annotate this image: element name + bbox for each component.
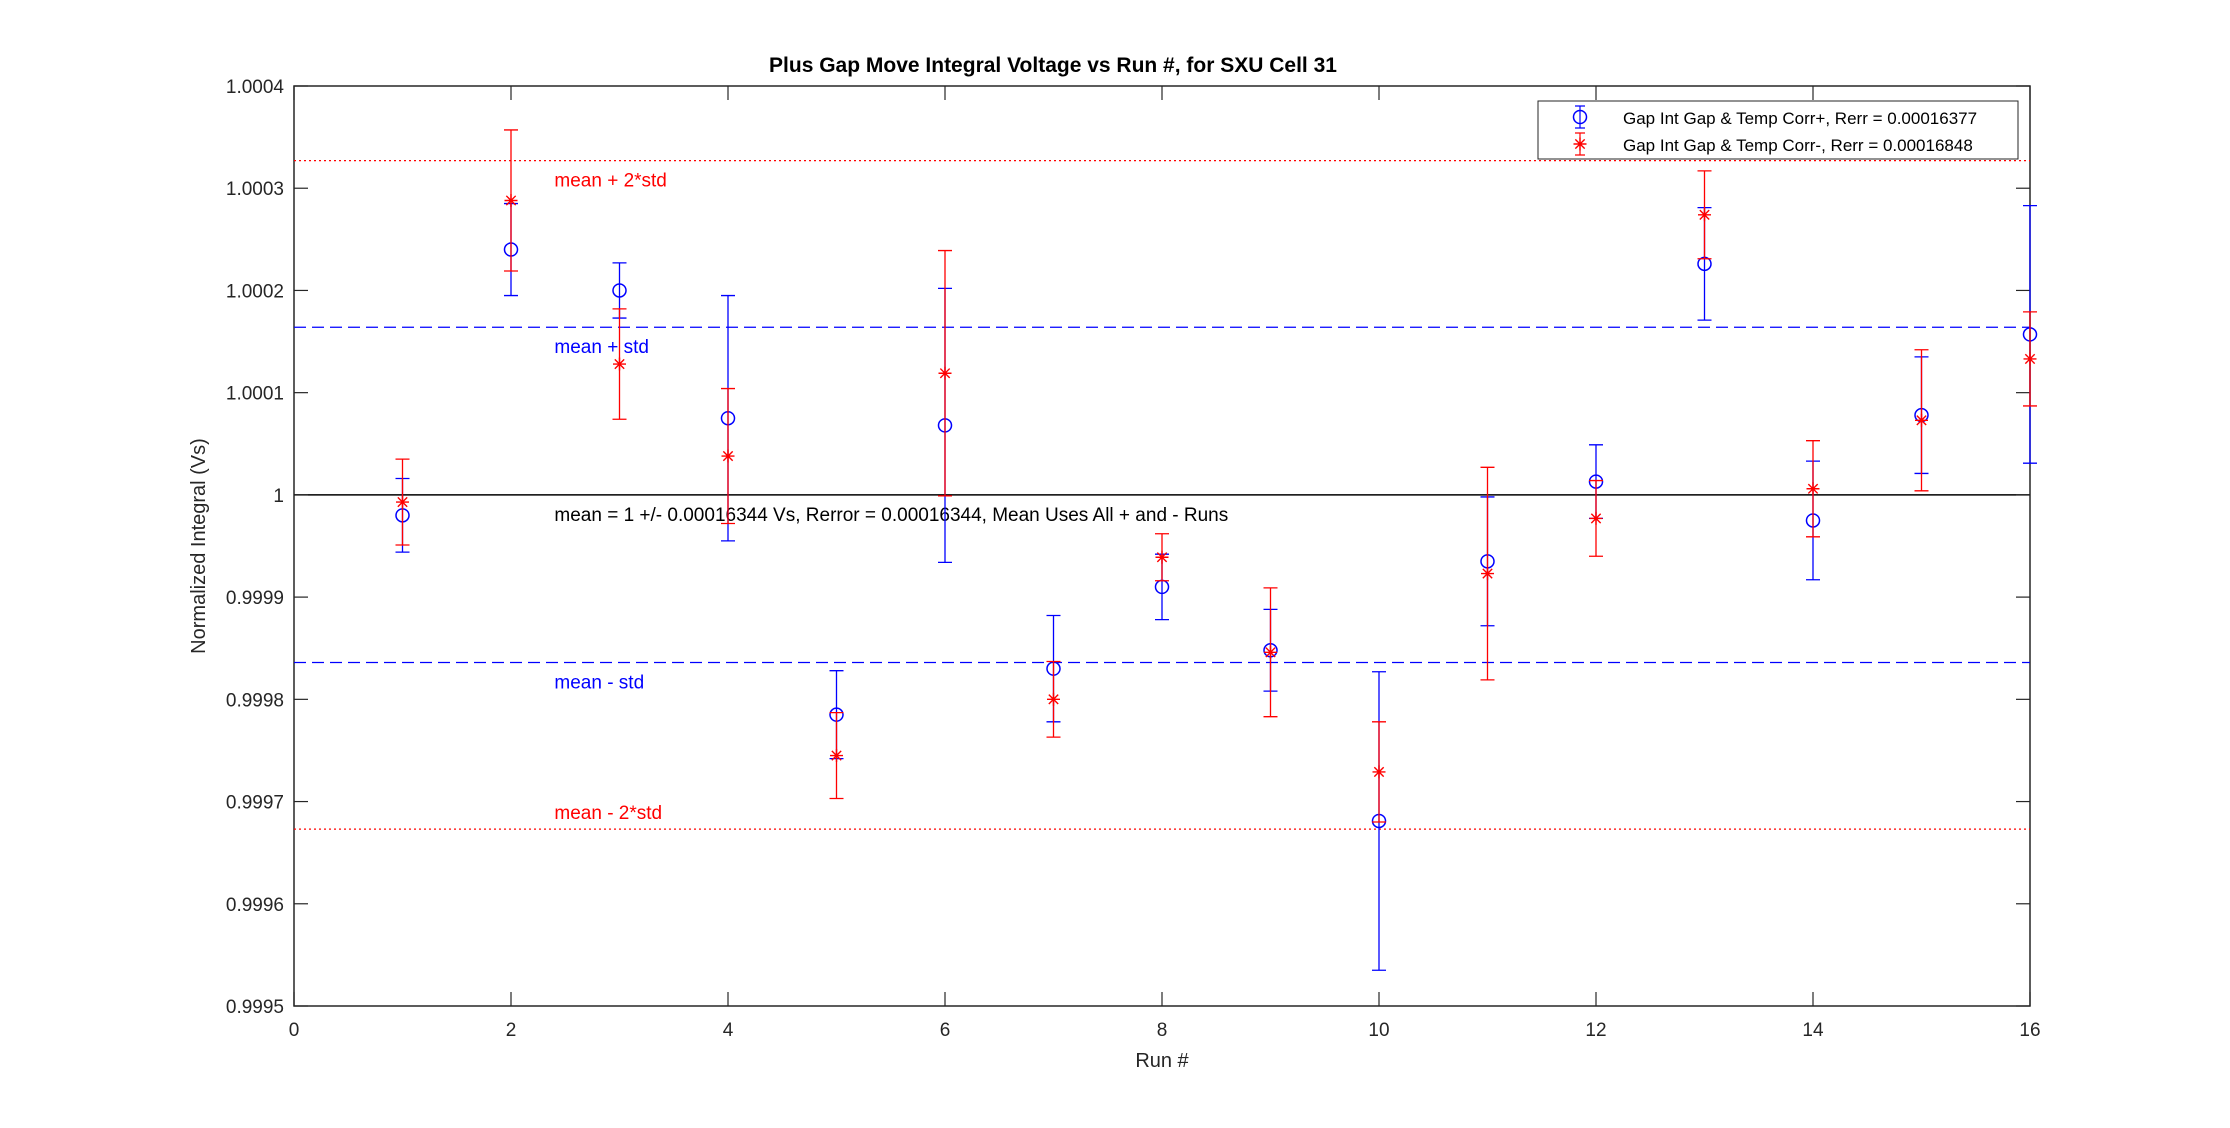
data-point (1264, 645, 1277, 659)
legend-marker (1572, 109, 1588, 125)
x-axis: 0 2 4 6 8 10 12 14 16 (289, 86, 2041, 1041)
y-tick-label: 0.9998 (226, 690, 284, 711)
reference-label-4: mean - 2*std (554, 803, 662, 824)
data-point (1155, 550, 1169, 564)
data-point (613, 357, 626, 371)
data-point (612, 283, 627, 298)
y-tick-label: 1.0004 (226, 77, 285, 98)
x-axis-label: Run # (1135, 1050, 1189, 1072)
data-point (1047, 692, 1060, 706)
data-point (721, 449, 735, 463)
y-tick-label: 1 (273, 486, 284, 507)
x-tick-label: 8 (1157, 1020, 1168, 1041)
reference-label-1: mean + std (554, 337, 649, 358)
data-point (938, 366, 952, 380)
y-tick-label: 0.9997 (226, 793, 284, 814)
legend-marker (1573, 137, 1587, 151)
x-tick-label: 4 (723, 1020, 734, 1041)
y-tick-label: 0.9995 (226, 997, 284, 1018)
data-point (1481, 567, 1494, 581)
data-point (830, 749, 843, 763)
reference-lines: mean = 1 +/- 0.00016344 Vs, Rerror = 0.0… (294, 159, 2030, 830)
series-1 (395, 129, 2037, 823)
data-point (1698, 208, 1711, 222)
x-tick-label: 10 (1368, 1020, 1389, 1041)
reference-label-3: mean + 2*std (554, 171, 667, 192)
reference-label-2: mean - std (554, 673, 644, 694)
x-tick-label: 16 (2019, 1020, 2040, 1041)
x-tick-label: 6 (940, 1020, 951, 1041)
data-point (396, 495, 409, 509)
chart-title: Plus Gap Move Integral Voltage vs Run #,… (769, 54, 1337, 77)
x-tick-label: 12 (1585, 1020, 1606, 1041)
legend: Gap Int Gap & Temp Corr+, Rerr = 0.00016… (1537, 100, 2019, 160)
series-layer (395, 129, 2038, 971)
legend-box (1537, 100, 2019, 160)
y-tick-label: 1.0001 (226, 384, 284, 405)
x-tick-label: 2 (506, 1020, 517, 1041)
data-point (1589, 511, 1603, 525)
data-point (1806, 482, 1820, 496)
y-axis: 0.9995 0.9996 0.9997 0.9998 0.9999 1 1.0001 1.0… (226, 77, 2030, 1018)
y-tick-label: 0.9996 (226, 895, 284, 916)
y-axis-label: Normalized Integral (Vs) (188, 438, 210, 654)
x-tick-label: 0 (289, 1020, 300, 1041)
y-tick-label: 1.0002 (226, 281, 284, 302)
y-tick-label: 1.0003 (226, 179, 284, 200)
legend-label: Gap Int Gap & Temp Corr-, Rerr = 0.00016… (1623, 136, 1973, 155)
reference-label-0: mean = 1 +/- 0.00016344 Vs, Rerror = 0.0… (554, 505, 1228, 526)
legend-label: Gap Int Gap & Temp Corr+, Rerr = 0.00016… (1623, 109, 1977, 128)
data-point (2023, 352, 2037, 366)
data-point (1372, 765, 1386, 779)
legend-errorbar (1575, 105, 1585, 129)
y-tick-label: 0.9999 (226, 588, 284, 609)
data-point (1915, 413, 1928, 427)
x-tick-label: 14 (1802, 1020, 1824, 1041)
data-point (504, 193, 518, 207)
